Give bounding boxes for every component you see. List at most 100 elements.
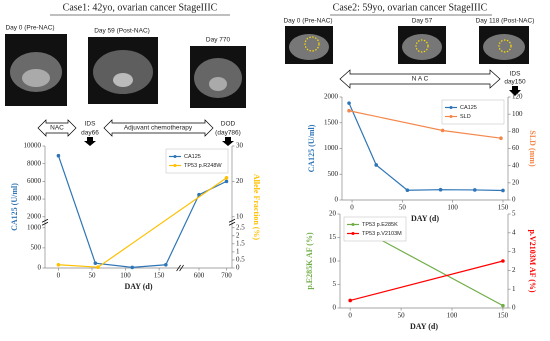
legend-marker [449,106,453,109]
y2-tick-label: 0 [512,196,516,204]
y-tick-label: 8000 [27,159,42,167]
image-label: Day 59 (Post-NAC) [94,28,150,35]
y-tick-label: 1500 [324,118,339,126]
y-tick-label: 500 [328,170,339,178]
x-tick-label: 100 [447,204,458,212]
timeline-label: (day786) [215,130,241,137]
y2-axis-label: SLD (mm) [528,130,537,167]
y-tick-label: 5 [333,280,337,288]
x-tick-label: 150 [498,204,509,212]
series-line [350,260,504,302]
timeline-label: IDS [510,71,522,78]
image-label: Day 57 [412,18,433,25]
data-point [348,298,352,303]
data-point [501,188,505,193]
y2-tick-label: 5 [512,210,516,218]
x-tick-label: 50 [398,312,406,320]
data-point [347,108,351,113]
y-tick-label: 0 [38,264,42,272]
y-tick-label: 0 [333,304,337,312]
x-tick-label: 150 [498,312,509,320]
data-point [347,101,351,105]
y-tick-label: 0 [335,196,339,204]
legend-marker [173,155,177,158]
y-axis-label: p.E285K AF (%) [305,232,314,290]
legend-label: CA125 [460,105,477,111]
ct-image [285,26,529,64]
legend-label: TP53 p.E285K [362,222,398,228]
y2-tick-label: 0.5 [236,256,245,264]
data-point [96,265,100,269]
legend-label: CA125 [184,154,201,160]
ids-arrow [509,86,521,96]
y-tick-label: 500 [31,243,42,251]
timeline-label: Adjuvant chemotherapy [124,125,193,132]
x-axis-label: DAY (d) [411,214,439,223]
data-point [224,179,229,184]
ct-image [5,34,246,108]
image-label: Day 0 (Pre-NAC) [5,25,54,32]
legend-label: TP53 p.V2103M [362,231,402,237]
data-point [501,259,505,263]
y-tick-label: 2000 [324,93,339,101]
series-line [58,177,227,268]
y-tick-label: 4000 [27,195,42,203]
x-tick-label: 0 [348,312,352,320]
data-point [501,303,505,308]
y2-tick-label: 10 [236,212,244,220]
y2-tick-label: 60 [512,144,520,152]
data-point [473,188,477,192]
case2-title: Case2: 59yo, ovarian cancer StageIIIC [333,2,488,13]
data-point [374,163,379,167]
y2-axis-label: Allele Fraction (%) [252,174,261,241]
y2-tick-label: 100 [512,110,523,118]
axis-break [176,264,184,272]
data-point [405,188,410,193]
legend-box [165,148,229,174]
data-point [224,176,229,180]
axis-break [228,218,236,226]
y-tick-label: 1000 [324,144,339,152]
data-point [164,262,168,267]
y2-axis-label: p.V2103M AF (%) [528,229,537,292]
y-tick-label: 6000 [27,177,42,185]
timeline-label: day66 [81,130,99,137]
data-point [499,136,503,140]
legend-marker [173,164,177,167]
x-tick-label: 100 [447,312,458,320]
timeline-arrow [339,69,501,89]
y2-tick-label: 80 [512,127,520,135]
y2-tick-label: 30 [236,142,244,150]
legend-label: TP53 p.R248W [184,163,222,169]
image-label: Day 118 (Post-NAC) [476,18,535,25]
series-line [348,102,503,192]
y2-tick-label: 0 [236,264,240,272]
y2-tick-label: 2 [512,266,516,274]
dod-arrow [222,137,234,146]
legend-box [441,99,505,125]
data-point [93,261,98,265]
y2-tick-label: 2 [236,231,240,239]
y2-tick-label: 120 [512,93,523,101]
legend-label: SLD [460,114,471,120]
x-tick-label: 0 [57,272,61,280]
image-label: Day 0 (Pre-NAC) [283,18,332,25]
y2-tick-label: 20 [236,177,244,185]
x-tick-label: 600 [194,272,205,280]
timeline-label: IDS [85,121,97,128]
y2-tick-label: 0 [512,304,516,312]
x-tick-label: 50 [399,204,407,212]
axis-break [41,218,49,226]
legend-box [343,216,407,242]
x-tick-label: 50 [88,272,96,280]
y-tick-label: 20 [329,210,337,218]
y-axis-label: CA125 (U/ml) [307,124,316,172]
y-tick-label: 10 [329,257,337,265]
y-tick-label: 10000 [24,142,42,150]
legend-marker [351,223,355,226]
case1-title: Case1: 42yo, ovarian cancer StageIIIC [63,2,218,13]
timeline-label: DOD [221,121,236,128]
x-tick-label: 100 [120,272,131,280]
image-label: Day 770 [206,37,231,44]
